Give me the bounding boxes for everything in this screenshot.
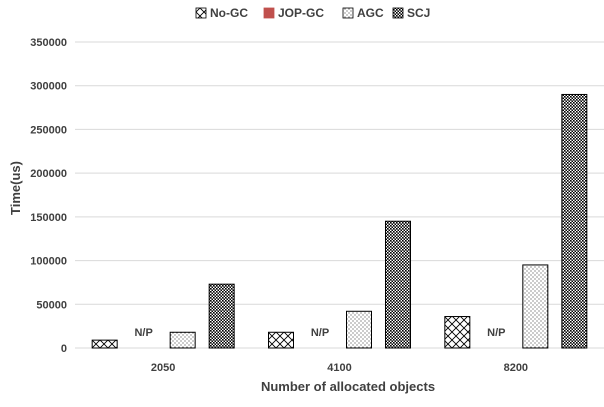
legend-label: AGC — [357, 6, 384, 20]
bar-no-gc-8200 — [444, 316, 471, 349]
legend-swatch-scj — [392, 7, 404, 19]
y-tick-label: 200000 — [30, 168, 67, 180]
bar-no-gc-4100 — [268, 331, 294, 349]
annotation-np: N/P — [487, 327, 505, 339]
y-tick-label: 350000 — [30, 37, 67, 49]
y-tick-label: 250000 — [30, 124, 67, 136]
bar-agc-8200 — [522, 264, 549, 349]
annotation-np: N/P — [134, 327, 152, 339]
y-axis-label: Time(us) — [8, 161, 23, 215]
legend-swatch-agc — [342, 7, 354, 19]
gridlines — [75, 41, 604, 349]
x-axis-label: Number of allocated objects — [261, 379, 435, 394]
x-tick-label: 2050 — [151, 362, 175, 374]
y-axis-ticks: 0 50000 100000 150000 200000 250000 300000 3500… — [30, 37, 67, 355]
x-axis-ticks: 2050 4100 8200 — [151, 362, 528, 374]
bar-agc-4100 — [346, 310, 372, 349]
bar-agc-2050 — [169, 331, 196, 349]
legend-label: No-GC — [210, 6, 248, 20]
legend-swatch-no-gc — [195, 7, 207, 19]
legend-label: JOP-GC — [278, 6, 324, 20]
x-tick-label: 4100 — [327, 362, 351, 374]
y-tick-label: 300000 — [30, 81, 67, 93]
bar-no-gc-2050 — [91, 339, 118, 349]
y-tick-label: 0 — [61, 343, 67, 355]
legend: No-GC JOP-GC AGC SCJ — [195, 6, 430, 20]
y-tick-label: 100000 — [30, 256, 67, 268]
x-tick-label: 8200 — [504, 362, 528, 374]
y-tick-label: 50000 — [36, 299, 67, 311]
bar-scj-8200 — [561, 93, 588, 349]
bar-scj-2050 — [208, 283, 235, 349]
annotation-np: N/P — [311, 327, 329, 339]
bars: N/P N/P N/P — [91, 93, 588, 349]
legend-swatch-jop-gc — [263, 7, 275, 19]
legend-label: SCJ — [407, 6, 430, 20]
bar-scj-4100 — [385, 220, 411, 349]
y-tick-label: 150000 — [30, 212, 67, 224]
